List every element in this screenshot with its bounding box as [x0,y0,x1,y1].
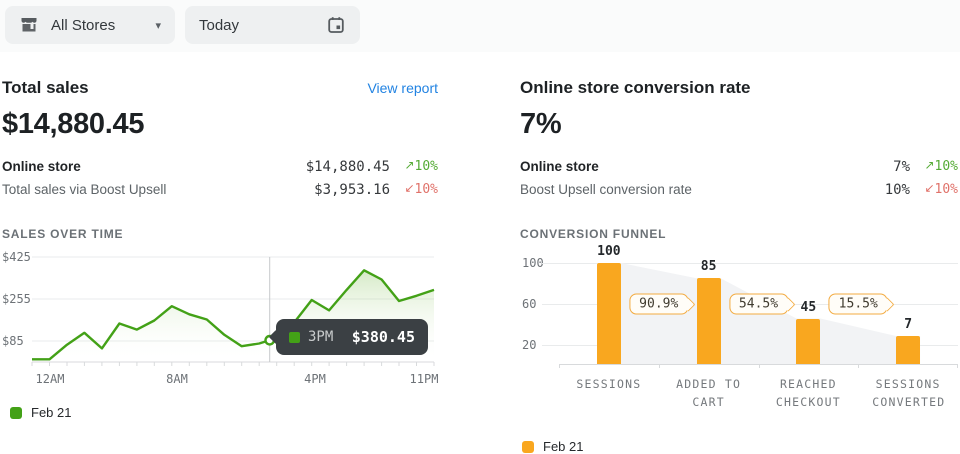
metric-label: Online store [2,159,81,174]
y-axis-tick: $425 [2,250,31,264]
calendar-icon [326,15,346,35]
sales-legend: Feb 21 [10,405,438,420]
funnel-bar-reached-checkout[interactable] [796,318,821,364]
metric-value: 10% [884,181,910,198]
metric-label: Boost Upsell conversion rate [520,182,692,197]
axis-tick [858,364,860,368]
bar-value: 45 [800,299,817,315]
total-sales-title: Total sales [2,78,89,97]
conversion-step-badge: 90.9% [629,293,689,315]
chart-tooltip: 3PM $380.45 [276,319,428,355]
axis-tick [658,364,660,368]
conversion-step-badge: 15.5% [828,293,888,315]
legend-label: Feb 21 [31,405,72,420]
date-selector-label: Today [199,16,240,34]
view-report-link[interactable]: View report [367,80,438,96]
total-sales-card: Total sales View report $14,880.45 Onlin… [0,52,460,420]
bar-value: 85 [700,259,717,275]
funnel-bar-sessions-converted[interactable] [896,336,921,364]
funnel-column-sessions: 100 [559,244,659,364]
legend-label: Feb 21 [543,439,584,454]
x-axis-tick: 11PM [409,372,439,386]
date-selector-button[interactable]: Today [185,6,360,44]
funnel-columns: 100 85 45 7 90.9% 54.5% 15.5% [559,244,958,368]
metric-label: Online store [520,159,599,174]
tooltip-value: $380.45 [351,328,415,346]
conversion-step-badge: 54.5% [728,293,789,315]
metric-delta: ↗ 10% [404,157,438,175]
y-axis-tick: 20 [522,338,537,352]
metric-delta: ↙ 10% [404,180,438,198]
x-axis-tick: 4PM [304,372,326,386]
metric-row: Online store 7% ↗ 10% [520,155,958,178]
axis-tick [559,364,560,368]
y-axis-tick: 60 [522,297,537,311]
gridline [542,263,958,264]
sales-over-time-title: SALES OVER TIME [2,227,124,241]
y-axis-tick: $85 [2,334,24,348]
bar-value: 100 [597,244,621,259]
storefront-icon [19,15,39,35]
trend-down-icon: ↙ [404,180,415,195]
tooltip-time: 3PM [308,329,334,345]
category-label: SESSIONS [576,377,642,391]
trend-up-icon: ↗ [404,157,415,172]
x-axis-tick: 8AM [166,372,188,386]
legend-swatch-green [10,406,22,419]
metric-label: Total sales via Boost Upsell [2,182,167,197]
funnel-column-added-to-cart: 85 [659,255,759,364]
metric-value: $14,880.45 [305,158,390,175]
store-selector-label: All Stores [51,16,116,34]
store-selector-button[interactable]: All Stores ▾ [5,6,175,44]
funnel-bar-sessions[interactable] [596,263,621,364]
conversion-rate-card: Online store conversion rate 7% Online s… [518,52,960,454]
x-axis-tick: 12AM [35,372,65,386]
metric-value: $3,953.16 [314,181,390,198]
axis-tick [957,364,958,368]
line-chart-plot[interactable]: 3PM $380.45 12AM 8AM 4PM 11PM [31,256,438,386]
topbar: All Stores ▾ Today [0,0,960,52]
trend-up-icon: ↗ [924,157,935,172]
axis-tick [758,364,760,368]
conversion-funnel-title: CONVERSION FUNNEL [520,227,667,241]
total-sales-breakdown: Online store $14,880.45 ↗ 10% Total sale… [2,155,438,201]
legend-swatch-orange [522,440,534,453]
conversion-rate-title: Online store conversion rate [520,78,751,97]
conversion-breakdown: Online store 7% ↗ 10% Boost Upsell conve… [520,155,958,201]
metric-row: Total sales via Boost Upsell $3,953.16 ↙… [2,178,438,201]
funnel-legend: Feb 21 [522,439,958,454]
funnel-category-labels: SESSIONS ADDED TO CART REACHED CHECKOUT … [559,375,958,412]
conversion-funnel-chart[interactable]: 100 60 20 100 85 45 [520,244,958,423]
category-label: REACHED CHECKOUT [775,377,841,410]
metric-delta: ↗ 10% [924,157,958,175]
funnel-plot[interactable]: 100 85 45 7 90.9% 54.5% 15.5% [542,244,958,368]
category-label: SESSIONS CONVERTED [872,377,946,410]
metric-row: Boost Upsell conversion rate 10% ↙ 10% [520,178,958,201]
category-label: ADDED TO CART [676,377,742,410]
y-axis-tick: 100 [522,256,544,270]
funnel-column-reached-checkout: 45 [759,255,859,364]
metric-delta: ↙ 10% [924,180,958,198]
metric-value: 7% [893,158,910,175]
conversion-rate-value: 7% [520,108,562,140]
bar-value: 7 [904,317,913,332]
funnel-bar-added-to-cart[interactable] [696,278,721,364]
funnel-column-sessions-converted: 7 [858,255,958,364]
y-axis-tick: $255 [2,292,31,306]
sales-over-time-chart[interactable]: $425 $255 $85 3PM $380.45 12AM 8AM 4PM 1… [2,250,438,387]
total-sales-value: $14,880.45 [2,108,145,140]
chevron-down-icon: ▾ [155,19,161,32]
tooltip-series-swatch [289,331,300,343]
trend-down-icon: ↙ [924,180,935,195]
metric-row: Online store $14,880.45 ↗ 10% [2,155,438,178]
